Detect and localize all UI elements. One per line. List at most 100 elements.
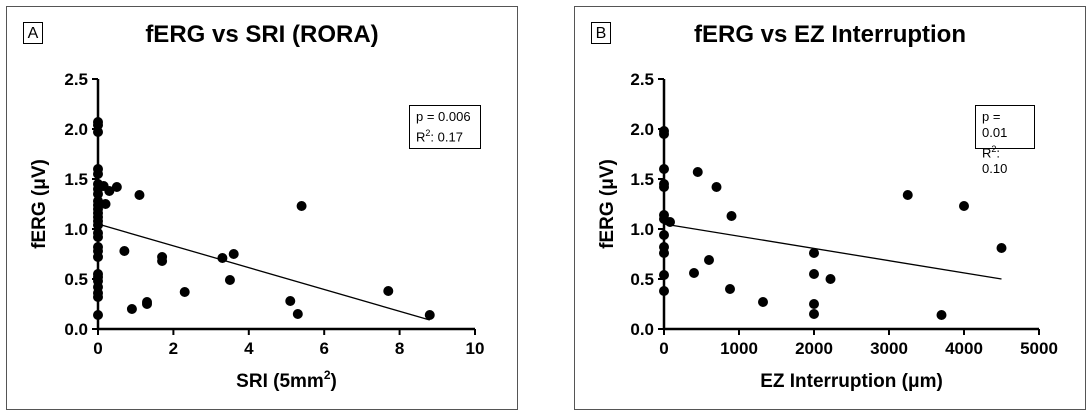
data-point [126,304,137,314]
y-tick-label: 0.5 [64,270,88,289]
r2-superscript: 2 [425,128,431,138]
y-tick-label: 2.5 [64,70,88,89]
data-point [725,284,735,294]
data-point [659,129,669,139]
data-point [157,252,168,262]
data-point [424,310,435,320]
x-axis-label: EZ Interruption (μm) [760,371,943,392]
y-axis-label: fERG (μV) [29,159,50,249]
x-tick-label: 3000 [870,339,908,358]
data-point [111,182,122,192]
data-point [93,292,103,302]
data-point [224,275,235,285]
data-point [285,296,296,306]
x-tick-label: 8 [395,339,404,358]
data-point [959,201,969,211]
chart-title: fERG vs SRI (RORA) [145,21,379,48]
x-tick-label: 5000 [1020,339,1058,358]
data-point [689,268,699,278]
y-tick-label: 0.5 [630,270,654,289]
data-point [711,182,722,192]
data-point [100,199,111,209]
y-tick-label: 1.0 [630,220,654,239]
data-point [996,243,1007,253]
data-point [296,201,307,211]
data-point [228,249,239,259]
data-point [93,169,103,179]
data-point [726,211,737,221]
data-point [809,299,819,309]
regression-line [97,223,430,321]
y-tick-label: 2.0 [630,120,654,139]
panel-label: A [23,22,43,44]
data-point [825,274,836,284]
r2-prefix: R [416,129,426,145]
data-point [119,246,130,256]
y-tick-label: 1.5 [630,170,654,189]
chart-title: fERG vs EZ Interruption [693,21,966,48]
data-point [758,297,768,307]
p-value: p = 0.01 [982,109,1008,140]
y-axis-label: fERG (μV) [597,159,618,249]
regression-line [663,223,1002,280]
r-squared: R2: 0.10 [982,141,1028,177]
x-tick-label: 4000 [945,339,983,358]
x-tick-label: 0 [93,339,102,358]
data-point [104,186,115,196]
y-tick-label: 0.0 [630,320,654,339]
data-point [93,232,103,242]
data-point [936,310,947,320]
data-point [659,230,669,240]
r-squared: R2: 0.17 [416,125,474,145]
y-tick-label: 2.5 [630,70,654,89]
chart-plot-area: 0.0 0.5 1.0 1.5 2.0 2.5 0 1000 2000 3000 4000 5000 E… [597,70,1058,392]
data-point [134,190,145,200]
chart-panel-a: A fERG vs SRI (RORA) 0.0 0.5 1.0 1.5 2.0 2.5 0… [6,6,518,410]
stats-box: p = 0.01 R2: 0.10 [975,105,1035,176]
x-axis-label: SRI (5mm2) [236,368,337,392]
data-point [292,309,303,319]
data-point [93,220,103,230]
r2-superscript: 2 [991,144,997,154]
data-point [142,297,153,307]
data-point [659,248,669,258]
data-point [383,286,394,296]
y-tick-label: 1.5 [64,170,88,189]
data-point [93,310,103,320]
data-point [179,287,190,297]
data-point [659,286,669,296]
data-point [809,248,819,258]
x-tick-label: 6 [319,339,328,358]
data-point [665,217,675,227]
data-point [93,127,103,137]
stats-box: p = 0.006 R2: 0.17 [409,105,481,149]
r2-value: : 0.10 [982,145,1008,177]
data-point [704,255,714,265]
y-tick-label: 2.0 [64,120,88,139]
y-tick-label: 0.0 [64,320,88,339]
data-point [93,189,103,199]
data-point [809,309,819,319]
panel-label: B [591,22,611,44]
y-tick-label: 1.0 [64,220,88,239]
data-point [93,120,103,130]
data-point [692,167,703,177]
data-point [902,190,913,200]
x-tick-label: 2 [169,339,178,358]
data-point [659,270,669,280]
chart-panel-b: B fERG vs EZ Interruption 0.0 0.5 1.0 1.5 2.… [574,6,1086,410]
x-tick-label: 0 [659,339,668,358]
x-tick-label: 4 [244,339,254,358]
x-tick-label: 10 [466,339,485,358]
data-point [659,182,669,192]
r2-value: : 0.17 [430,129,463,145]
data-point [217,253,228,263]
p-value: p = 0.006 [416,109,471,124]
x-tick-label: 2000 [795,339,833,358]
r2-prefix: R [982,145,992,161]
x-tick-label: 1000 [720,339,758,358]
data-point [809,269,819,279]
data-point [659,164,669,174]
chart-plot-area: 0.0 0.5 1.0 1.5 2.0 2.5 0 2 4 6 8 10 SRI (5mm2) fERG … [29,70,485,392]
data-point [93,252,103,262]
